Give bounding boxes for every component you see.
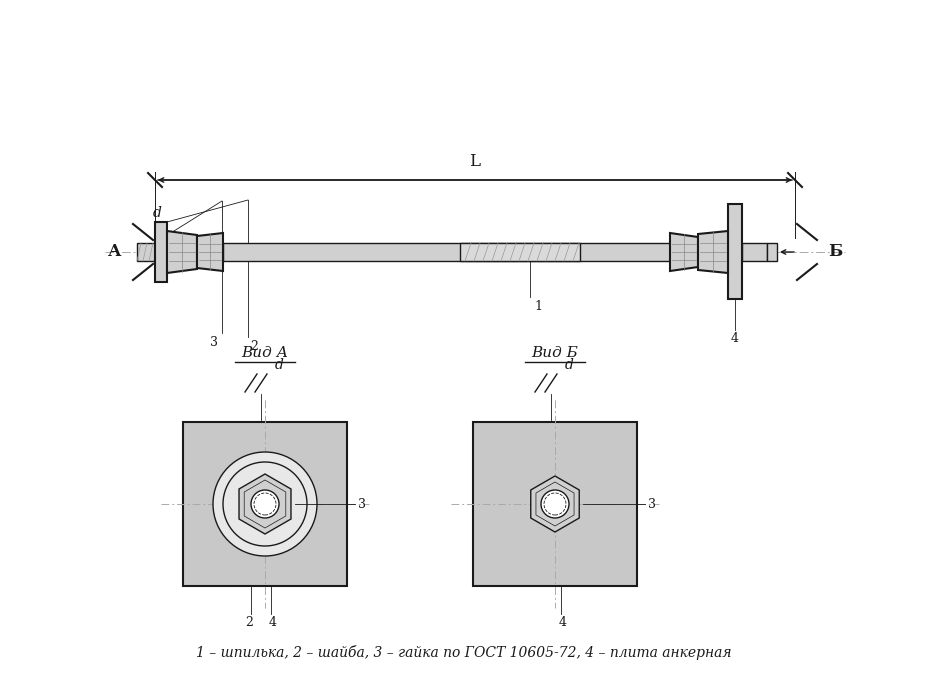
Bar (137, 243, 155, 261)
Text: 4: 4 (558, 616, 566, 629)
Text: d: d (565, 358, 573, 372)
Circle shape (250, 490, 279, 518)
Polygon shape (167, 231, 197, 273)
Text: 3: 3 (210, 336, 218, 349)
Text: Вид Б: Вид Б (531, 346, 578, 360)
Bar (460, 243, 579, 261)
Text: L: L (469, 153, 480, 170)
Text: 3: 3 (647, 497, 655, 511)
Text: 2: 2 (245, 616, 253, 629)
Text: 1 – шпилька, 2 – шайба, 3 – гайка по ГОСТ 10605-72, 4 – плита анкерная: 1 – шпилька, 2 – шайба, 3 – гайка по ГОС… (196, 645, 731, 660)
Polygon shape (697, 231, 727, 273)
Bar (183, 422, 347, 586)
Text: А: А (108, 243, 121, 261)
Circle shape (213, 452, 317, 556)
Bar (473, 422, 636, 586)
Bar (222, 243, 669, 261)
Text: 4: 4 (730, 333, 738, 346)
Text: Б: Б (827, 243, 841, 261)
Text: 2: 2 (249, 340, 258, 353)
Text: 3: 3 (358, 497, 365, 511)
Polygon shape (239, 474, 291, 534)
Text: Вид А: Вид А (241, 346, 288, 360)
Bar (742, 243, 767, 261)
Text: d: d (274, 358, 284, 372)
Text: 4: 4 (269, 616, 276, 629)
Bar (767, 243, 776, 261)
Text: d: d (152, 206, 161, 220)
Circle shape (540, 490, 568, 518)
Polygon shape (197, 233, 222, 271)
Bar (155, 222, 167, 282)
Polygon shape (530, 476, 578, 532)
Bar (727, 205, 742, 299)
Text: 1: 1 (533, 300, 541, 313)
Polygon shape (669, 233, 697, 271)
